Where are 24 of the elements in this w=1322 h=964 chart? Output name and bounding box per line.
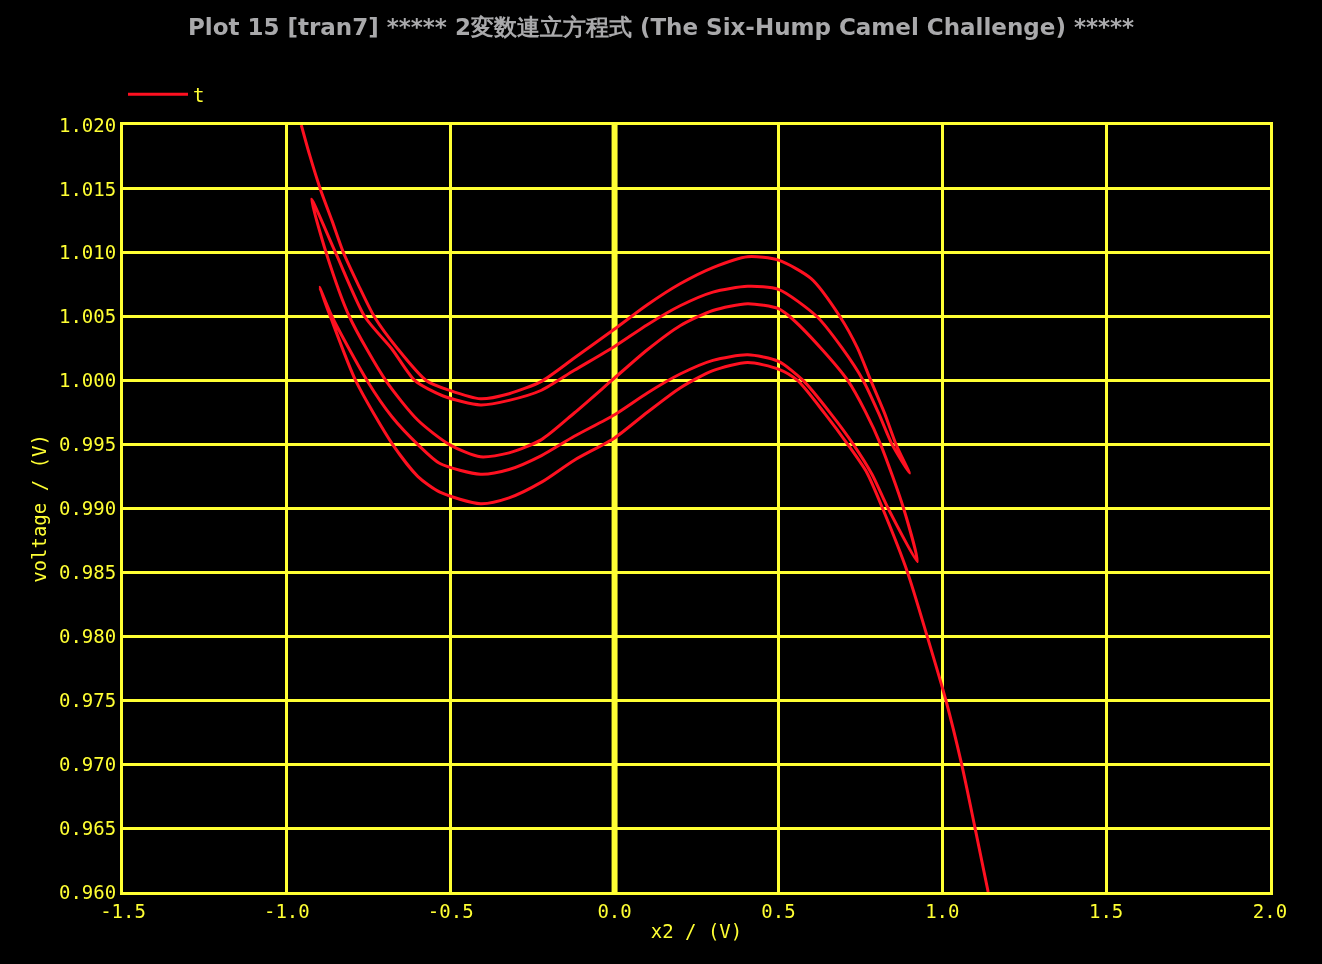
- x-tick-label: 1.5: [1088, 899, 1124, 922]
- y-tick-label: 1.005: [59, 305, 117, 328]
- y-tick-label: 1.015: [59, 177, 117, 200]
- y-tick-label: 0.980: [59, 624, 117, 647]
- y-tick-label: 0.970: [59, 752, 117, 775]
- x-axis-title: x2 / (V): [650, 919, 743, 942]
- y-axis-title: voltage / (V): [27, 434, 50, 583]
- y-tick-label: 0.965: [59, 816, 117, 839]
- x-tick-label: 0.5: [761, 899, 796, 922]
- x-tick-label: 1.0: [925, 899, 960, 922]
- y-tick-label: 0.995: [59, 433, 117, 456]
- x-tick-label: 2.0: [1252, 899, 1288, 922]
- legend-label: t: [193, 83, 205, 106]
- y-tick-label: 1.000: [59, 369, 117, 392]
- y-tick-label: 0.990: [59, 497, 117, 520]
- x-tick-label: 0.0: [597, 899, 632, 922]
- line-series: [299, 125, 990, 892]
- y-tick-label: 0.975: [59, 688, 117, 711]
- x-tick-label: -0.5: [427, 899, 474, 922]
- y-tick-label: 0.985: [59, 561, 117, 584]
- y-tick-label: 1.020: [59, 113, 117, 136]
- x-tick-label: -1.0: [263, 899, 310, 922]
- chart-title: Plot 15 [tran7] ***** 2変数連立方程式 (The Six-Hump Camel Challenge) *****: [187, 14, 1135, 41]
- y-tick-label: 1.010: [59, 241, 117, 264]
